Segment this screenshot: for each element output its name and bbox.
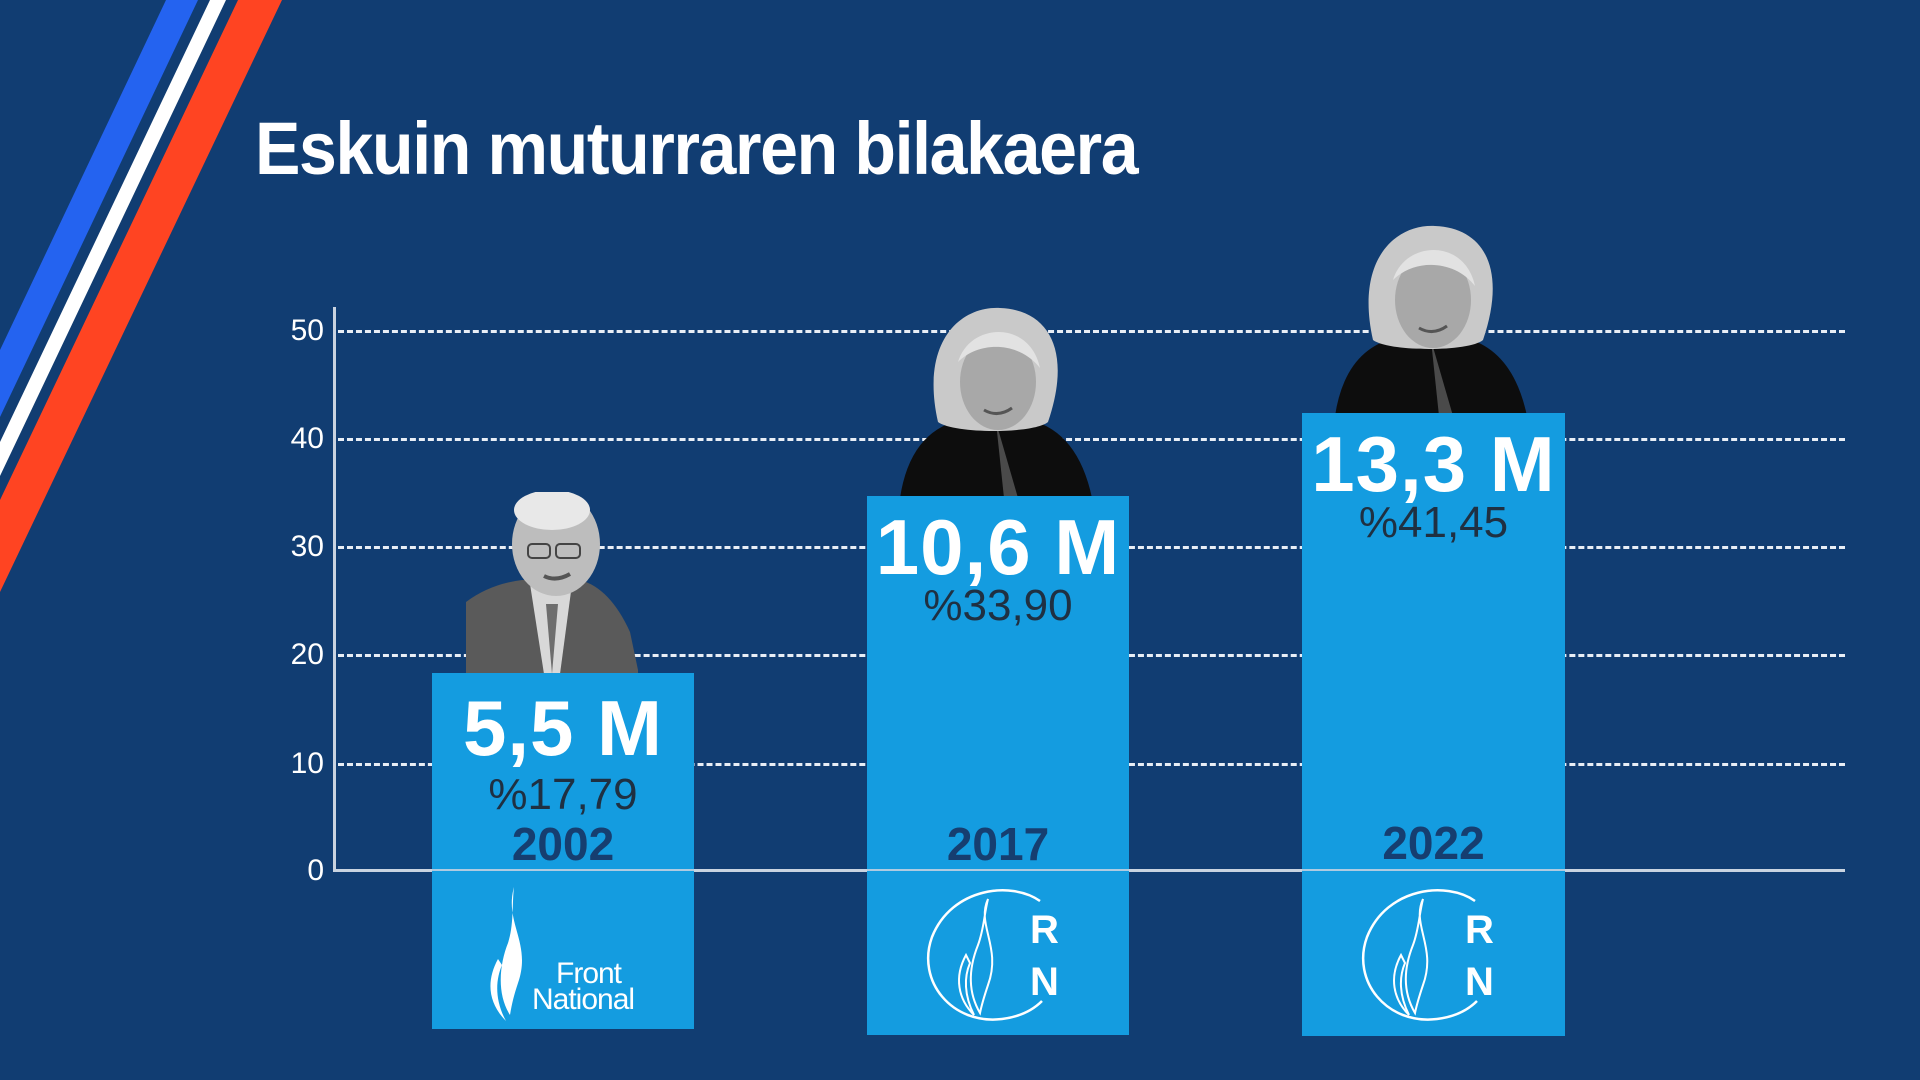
x-axis-overlay: [333, 869, 1845, 871]
percent-label: %41,45: [1358, 498, 1509, 547]
svg-text:N: N: [1030, 960, 1059, 1004]
y-tick-label: 50: [290, 314, 324, 347]
logo-text: Front National: [532, 957, 635, 1016]
gridline-40: [338, 438, 1845, 441]
tricolor-stripes-decoration: [0, 0, 282, 592]
y-tick-label: 30: [290, 530, 324, 563]
red-stripe: [0, 0, 282, 592]
gridline-50: [338, 330, 1845, 333]
flame-icon: [490, 887, 523, 1021]
rn-logo: R N: [867, 881, 1129, 1021]
year-label: 2002: [511, 818, 615, 870]
rn-logo: R N: [1302, 881, 1565, 1021]
percent-label: %17,79: [488, 770, 638, 819]
svg-text:R: R: [1030, 908, 1059, 952]
rn-circle-flame-icon: R N: [926, 889, 1059, 1021]
candidate-photo-jean-marie-le-pen: [466, 492, 638, 674]
svg-text:R: R: [1465, 908, 1494, 952]
candidate-photo-marine-le-pen: [900, 307, 1092, 498]
front-national-logo: Front National: [432, 883, 694, 1023]
bar-2022: 13,3 M %41,45 2022 R N: [1302, 413, 1565, 1036]
y-axis-line: [333, 307, 336, 872]
y-tick-label: 0: [307, 854, 324, 887]
y-tick-label: 20: [290, 638, 324, 671]
chart-title: Eskuin muturraren bilakaera: [255, 107, 1139, 190]
bar-2002: 5,5 M %17,79 2002 Front National: [432, 673, 694, 1029]
votes-label: 5,5 M: [462, 684, 664, 772]
year-label: 2017: [946, 818, 1050, 870]
blue-stripe: [0, 0, 198, 417]
white-stripe: [0, 0, 226, 476]
y-tick-label: 40: [290, 422, 324, 455]
year-label: 2022: [1382, 817, 1485, 869]
candidate-photo-marine-le-pen: [1335, 225, 1527, 416]
svg-text:N: N: [1465, 960, 1494, 1004]
percent-label: %33,90: [923, 581, 1073, 630]
y-tick-label: 10: [290, 747, 324, 780]
votes-label: 10,6 M: [875, 503, 1121, 591]
bar-2017: 10,6 M %33,90 2017 R N: [867, 496, 1129, 1035]
votes-label: 13,3 M: [1311, 420, 1556, 508]
rn-circle-flame-icon: R N: [1361, 889, 1494, 1021]
